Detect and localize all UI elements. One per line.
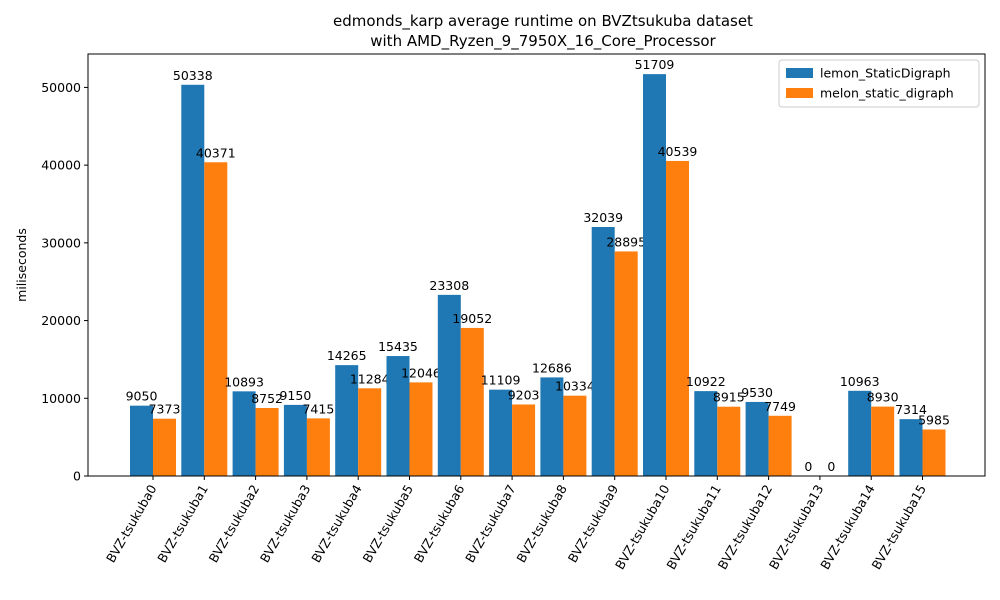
data-label-1-14: 8930 — [867, 390, 899, 405]
bar-0-6 — [437, 294, 461, 476]
chart-title-line-1: edmonds_karp average runtime on BVZtsuku… — [333, 12, 753, 31]
x-tick-label-7: BVZ-tsukuba7 — [462, 482, 519, 565]
data-label-0-7: 11109 — [481, 373, 521, 388]
x-tick-label-6: BVZ-tsukuba6 — [411, 482, 468, 565]
bar-0-5 — [386, 356, 410, 476]
x-tick-label-9: BVZ-tsukuba9 — [565, 482, 622, 565]
bar-1-9 — [614, 251, 638, 476]
data-label-0-6: 23308 — [429, 278, 469, 293]
bar-0-12 — [745, 401, 769, 476]
data-label-0-14: 10963 — [840, 374, 880, 389]
data-label-0-0: 9050 — [126, 389, 158, 404]
bar-1-11 — [717, 406, 741, 476]
legend-label-0: lemon_StaticDigraph — [820, 66, 951, 81]
bar-0-10 — [643, 74, 666, 476]
x-tick-label-5: BVZ-tsukuba5 — [359, 482, 416, 565]
data-label-1-12: 7749 — [764, 399, 796, 414]
y-tick-label-4: 40000 — [41, 158, 81, 173]
chart-title-line-2: with AMD_Ryzen_9_7950X_16_Core_Processor — [370, 32, 716, 51]
bar-1-5 — [409, 382, 433, 476]
bar-1-0 — [153, 418, 176, 476]
bar-0-2 — [232, 391, 256, 476]
x-tick-label-13: BVZ-tsukuba13 — [766, 482, 827, 572]
legend-box — [778, 59, 980, 108]
x-tick-label-3: BVZ-tsukuba3 — [257, 482, 314, 565]
x-tick-label-14: BVZ-tsukuba14 — [817, 482, 878, 572]
data-label-1-11: 8915 — [713, 390, 745, 405]
bar-0-1 — [181, 84, 205, 477]
bar-0-0 — [130, 405, 153, 476]
bar-1-10 — [666, 160, 689, 476]
y-tick-label-0: 0 — [73, 469, 81, 484]
data-label-1-13: 0 — [827, 459, 835, 474]
bar-1-15 — [922, 429, 946, 476]
data-label-1-1: 40371 — [196, 145, 236, 160]
data-label-1-6: 19052 — [452, 311, 492, 326]
x-tick-label-8: BVZ-tsukuba8 — [513, 482, 570, 565]
bar-0-9 — [591, 227, 615, 476]
legend-swatch-1 — [786, 88, 813, 98]
bar-0-4 — [335, 365, 359, 476]
data-label-0-2: 10893 — [224, 374, 264, 389]
x-tick-label-12: BVZ-tsukuba12 — [715, 482, 776, 572]
data-label-0-9: 32039 — [583, 210, 623, 225]
data-label-0-12: 9530 — [741, 385, 773, 400]
y-tick-label-3: 30000 — [41, 235, 81, 250]
data-label-0-15: 7314 — [895, 402, 927, 417]
bar-1-1 — [204, 162, 228, 476]
data-label-0-8: 12686 — [532, 360, 572, 375]
y-tick-label-2: 20000 — [41, 313, 81, 328]
x-tick-label-15: BVZ-tsukuba15 — [868, 482, 929, 572]
legend-swatch-0 — [786, 68, 813, 78]
data-label-0-3: 9150 — [279, 388, 311, 403]
bar-1-14 — [871, 406, 895, 476]
bar-0-11 — [694, 391, 718, 476]
x-tick-label-1: BVZ-tsukuba1 — [154, 482, 211, 565]
x-tick-label-0: BVZ-tsukuba0 — [103, 482, 160, 565]
data-label-1-5: 12046 — [401, 365, 441, 380]
data-label-0-10: 51709 — [635, 57, 675, 72]
data-label-0-11: 10922 — [686, 374, 726, 389]
data-label-1-15: 5985 — [918, 412, 950, 427]
x-tick-label-10: BVZ-tsukuba10 — [612, 482, 673, 572]
bar-1-3 — [306, 418, 330, 476]
data-label-1-7: 9203 — [508, 387, 540, 402]
y-axis-label: miliseconds — [14, 228, 29, 302]
y-tick-label-1: 10000 — [41, 391, 81, 406]
x-tick-label-11: BVZ-tsukuba11 — [663, 482, 724, 572]
y-tick-label-5: 50000 — [41, 80, 81, 95]
data-label-1-9: 28895 — [606, 234, 646, 249]
bar-1-12 — [768, 415, 792, 476]
plot-frame — [87, 53, 986, 477]
x-tick-label-4: BVZ-tsukuba4 — [308, 482, 365, 565]
data-label-1-3: 7415 — [302, 401, 334, 416]
data-label-0-1: 50338 — [173, 68, 213, 83]
data-label-0-4: 14265 — [327, 348, 367, 363]
bar-0-8 — [540, 377, 564, 476]
bar-0-7 — [489, 389, 513, 476]
data-label-1-10: 40539 — [658, 144, 698, 159]
legend-label-1: melon_static_digraph — [820, 86, 954, 101]
bar-0-15 — [899, 419, 923, 476]
x-tick-label-2: BVZ-tsukuba2 — [206, 482, 263, 565]
data-label-1-2: 8752 — [251, 391, 283, 406]
bar-1-4 — [358, 388, 382, 476]
bar-1-2 — [255, 407, 279, 476]
bar-0-3 — [283, 404, 307, 476]
data-label-1-8: 10334 — [555, 379, 595, 394]
bar-1-6 — [460, 327, 484, 476]
data-label-0-13: 0 — [804, 459, 812, 474]
data-label-1-4: 11284 — [350, 371, 390, 386]
bar-0-14 — [848, 390, 872, 476]
bar-1-8 — [563, 395, 587, 476]
bar-1-7 — [512, 404, 536, 476]
data-label-1-0: 7373 — [149, 402, 181, 417]
data-label-0-5: 15435 — [378, 339, 418, 354]
